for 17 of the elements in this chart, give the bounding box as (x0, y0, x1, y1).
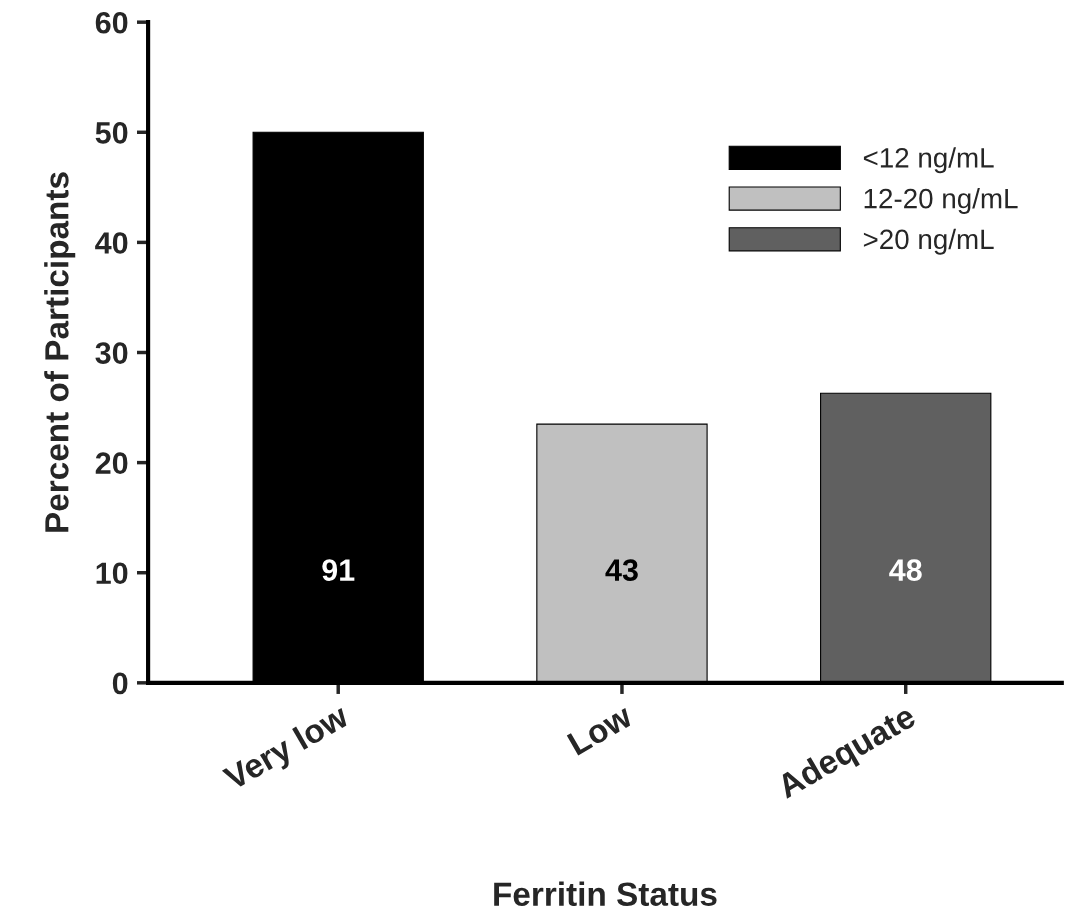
y-axis-title: Percent of Participants (44, 172, 76, 532)
y-tick-label: 20 (95, 452, 128, 474)
y-tick-label: 60 (95, 11, 128, 34)
y-tick-label: 50 (95, 122, 128, 144)
annotation: 91 (322, 559, 355, 581)
annotation: 48 (889, 559, 922, 581)
legend-label: >20 ng/mL (863, 228, 994, 255)
annotation: 43 (605, 559, 638, 581)
x-tick-label: Very low (221, 702, 354, 797)
y-tick-label: 40 (95, 232, 128, 254)
y-tick-label: 10 (96, 562, 128, 585)
x-tick-label: Low (566, 703, 635, 756)
legend-label: <12 ng/mL (863, 147, 994, 174)
y-tick-label: 30 (95, 342, 128, 364)
y-tick-label: 0 (112, 672, 128, 695)
legend-label: 12-20 ng/mL (864, 188, 1018, 214)
x-axis-title: Ferritin Status (494, 881, 717, 906)
